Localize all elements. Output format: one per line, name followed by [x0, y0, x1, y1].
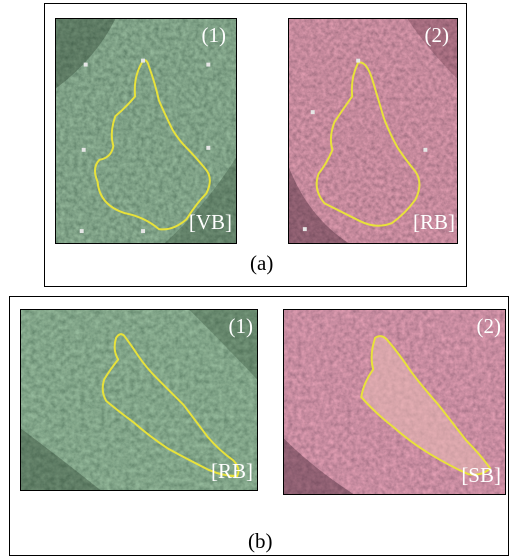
panel-caption-a: (a) — [250, 251, 274, 275]
ground-control-markers-a1 — [79, 58, 211, 234]
aerial-image-b2: (2) [SB] — [283, 309, 506, 495]
region-outline-a2 — [315, 61, 421, 227]
band-label-a2: [RB] — [413, 210, 455, 234]
band-label-b1: [RB] — [211, 459, 253, 483]
aerial-photo-b2-canvas — [284, 310, 505, 494]
image-number-a1: (1) — [201, 23, 227, 47]
ground-control-markers-a2 — [302, 58, 428, 232]
aerial-photo-a2-canvas — [289, 19, 457, 243]
panel-caption-b: (b) — [248, 529, 273, 553]
aerial-image-a1: (1) [VB] — [55, 18, 237, 244]
image-number-a2: (2) — [424, 23, 450, 47]
panel-b: (1) [RB] (2) [SB] (b) — [9, 296, 509, 556]
aerial-photo-b1-canvas — [21, 310, 257, 490]
image-number-b2: (2) — [476, 314, 502, 338]
aerial-image-b1: (1) [RB] — [20, 309, 258, 491]
aerial-photo-a1-canvas — [56, 19, 236, 243]
aerial-image-a2: (2) [RB] — [288, 18, 458, 244]
band-label-a1: [VB] — [188, 210, 232, 234]
region-outline-b1 — [101, 333, 240, 478]
region-outline-a1 — [94, 59, 211, 231]
image-number-b1: (1) — [228, 314, 254, 338]
band-label-b2: [SB] — [461, 463, 501, 487]
region-outline-b2 — [360, 335, 492, 476]
panel-a: (1) [VB] (2) [RB — [44, 3, 467, 287]
